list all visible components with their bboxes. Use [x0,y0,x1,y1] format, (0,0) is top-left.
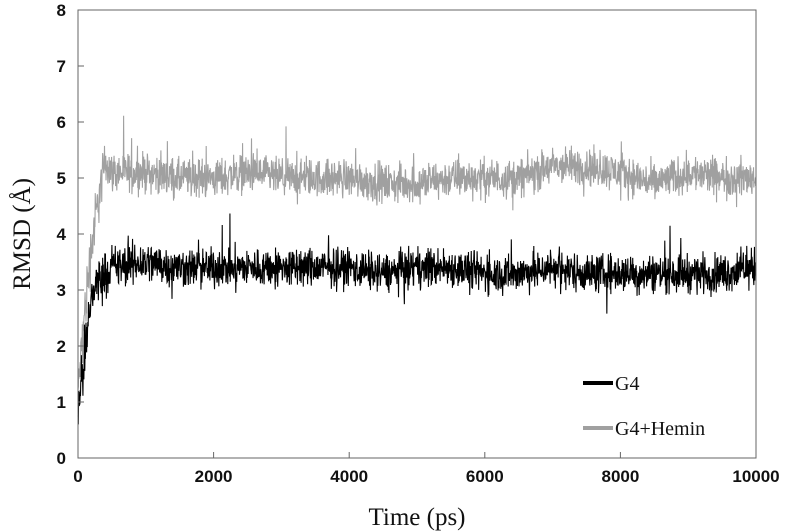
y-tick-label: 0 [57,449,66,468]
y-tick-label: 2 [57,337,66,356]
x-axis-title: Time (ps) [368,504,465,531]
y-tick-label: 6 [57,113,66,132]
series-layer [77,115,757,425]
y-tick-label: 5 [57,169,66,188]
x-tick-label: 10000 [732,467,779,486]
series-line-g4-hemin [77,115,757,390]
legend-label-g4-hemin: G4+Hemin [615,418,705,440]
y-tick-label: 3 [57,281,66,300]
series-line-g4 [77,213,757,425]
y-tick-label: 1 [57,393,66,412]
ticks-layer: 0 2000 4000 6000 8000 10000 0 1 2 3 4 5 6 7 8 [57,1,780,486]
y-tick-label: 8 [57,1,66,20]
y-tick-label: 4 [57,225,67,244]
legend-label-g4: G4 [615,373,639,395]
x-tick-label: 8000 [601,467,639,486]
x-tick-label: 2000 [195,467,233,486]
legend: G4 G4+Hemin [583,373,705,440]
y-axis-title: RMSD (Å) [9,178,36,290]
y-tick-label: 7 [57,57,66,76]
x-tick-label: 0 [73,467,82,486]
x-tick-label: 6000 [466,467,504,486]
x-tick-label: 4000 [330,467,368,486]
